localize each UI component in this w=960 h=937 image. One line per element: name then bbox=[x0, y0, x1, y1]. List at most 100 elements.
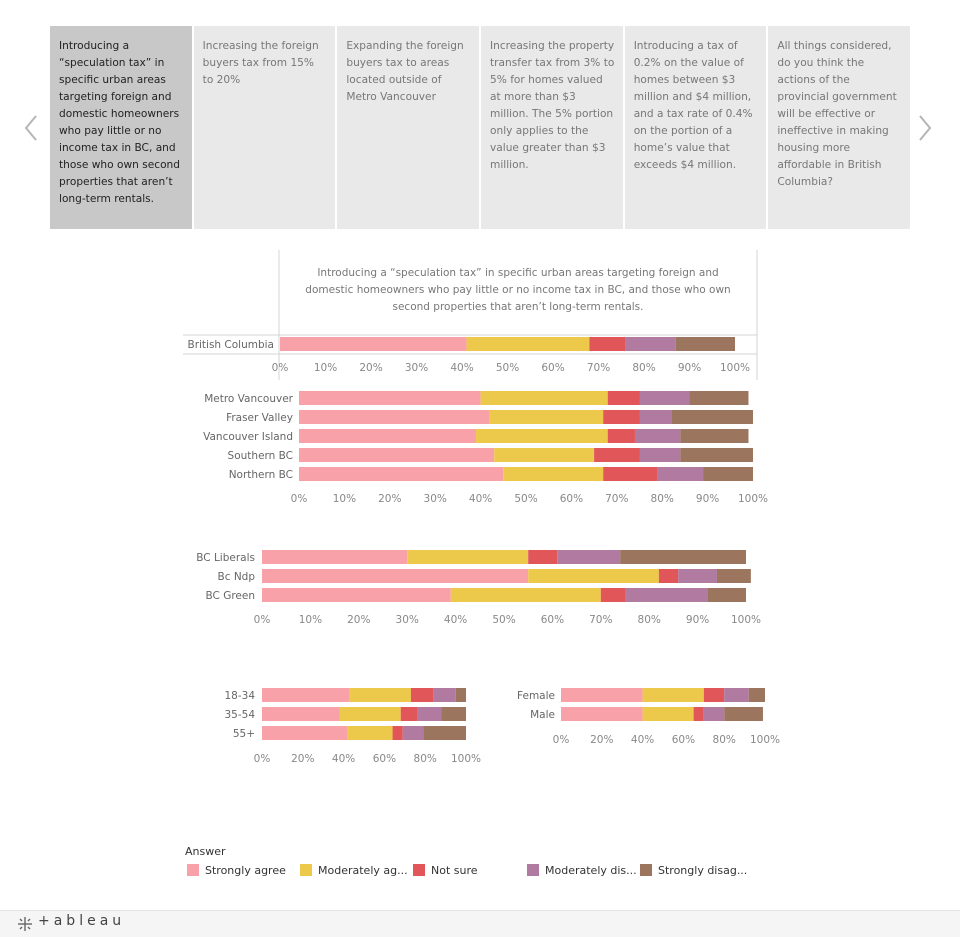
x-tick-label: 0% bbox=[254, 753, 271, 765]
prev-button[interactable] bbox=[22, 112, 42, 144]
bar-british-columbia-strongly-disagree[interactable] bbox=[675, 337, 735, 351]
bar-male-strongly-agree[interactable] bbox=[561, 707, 643, 721]
category-label-bc-ndp: Bc Ndp bbox=[218, 571, 256, 583]
bar-55-moderately-agree[interactable] bbox=[347, 726, 393, 740]
next-button[interactable] bbox=[916, 112, 936, 144]
bar-northern-bc-moderately-disagree[interactable] bbox=[657, 467, 704, 481]
bar-18-34-not-sure[interactable] bbox=[410, 688, 434, 702]
x-tick-label: 50% bbox=[514, 493, 537, 505]
bar-18-34-strongly-disagree[interactable] bbox=[455, 688, 466, 702]
bar-metro-vancouver-strongly-disagree[interactable] bbox=[689, 391, 749, 405]
bar-metro-vancouver-moderately-agree[interactable] bbox=[480, 391, 608, 405]
bar-bc-green-not-sure[interactable] bbox=[600, 588, 625, 602]
bar-northern-bc-strongly-disagree[interactable] bbox=[703, 467, 753, 481]
bar-vancouver-island-strongly-disagree[interactable] bbox=[680, 429, 749, 443]
tab-speculation-tax[interactable]: Introducing a “speculation tax” in speci… bbox=[50, 26, 192, 229]
bar-bc-ndp-moderately-agree[interactable] bbox=[528, 569, 659, 583]
tab-property-transfer-tax[interactable]: Increasing the property transfer tax fro… bbox=[481, 26, 623, 229]
bar-18-34-moderately-disagree[interactable] bbox=[433, 688, 456, 702]
bar-18-34-strongly-agree[interactable] bbox=[262, 688, 350, 702]
question-tabs: Introducing a “speculation tax” in speci… bbox=[50, 26, 911, 229]
bar-southern-bc-moderately-disagree[interactable] bbox=[639, 448, 681, 462]
bar-55-not-sure[interactable] bbox=[392, 726, 403, 740]
bar-male-moderately-agree[interactable] bbox=[642, 707, 694, 721]
x-tick-label: 100% bbox=[720, 362, 750, 374]
bar-vancouver-island-moderately-agree[interactable] bbox=[476, 429, 608, 443]
tableau-logo[interactable]: +ableau bbox=[38, 913, 126, 929]
bar-55-strongly-disagree[interactable] bbox=[423, 726, 466, 740]
bar-southern-bc-strongly-agree[interactable] bbox=[299, 448, 495, 462]
legend-item-not-sure[interactable]: Not sure bbox=[413, 864, 478, 877]
tab-foreign-buyers-expand[interactable]: Expanding the foreign buyers tax to area… bbox=[337, 26, 480, 229]
bar-metro-vancouver-moderately-disagree[interactable] bbox=[639, 391, 690, 405]
bar-southern-bc-moderately-agree[interactable] bbox=[494, 448, 595, 462]
bar-northern-bc-moderately-agree[interactable] bbox=[503, 467, 604, 481]
bar-female-moderately-agree[interactable] bbox=[642, 688, 704, 702]
bar-bc-liberals-not-sure[interactable] bbox=[528, 550, 558, 564]
bar-35-54-strongly-disagree[interactable] bbox=[441, 707, 466, 721]
x-tick-label: 20% bbox=[291, 753, 314, 765]
x-tick-label: 0% bbox=[272, 362, 289, 374]
bar-female-moderately-disagree[interactable] bbox=[724, 688, 749, 702]
x-tick-label: 70% bbox=[605, 493, 628, 505]
bar-fraser-valley-not-sure[interactable] bbox=[603, 410, 640, 424]
x-tick-label: 20% bbox=[378, 493, 401, 505]
bar-northern-bc-not-sure[interactable] bbox=[603, 467, 658, 481]
legend-item-strongly-agree[interactable]: Strongly agree bbox=[187, 864, 286, 877]
bar-male-not-sure[interactable] bbox=[693, 707, 704, 721]
bar-bc-liberals-strongly-disagree[interactable] bbox=[620, 550, 746, 564]
bar-bc-green-moderately-agree[interactable] bbox=[450, 588, 601, 602]
category-label-vancouver-island: Vancouver Island bbox=[203, 431, 293, 443]
bar-55-moderately-disagree[interactable] bbox=[402, 726, 424, 740]
tab-value-tax[interactable]: Introducing a tax of 0.2% on the value o… bbox=[624, 26, 767, 229]
bar-female-not-sure[interactable] bbox=[703, 688, 725, 702]
legend-item-moderately-disagree[interactable]: Moderately dis... bbox=[527, 864, 637, 877]
bar-british-columbia-moderately-disagree[interactable] bbox=[625, 337, 676, 351]
legend-item-moderately-agree[interactable]: Moderately ag... bbox=[300, 864, 408, 877]
bar-metro-vancouver-strongly-agree[interactable] bbox=[299, 391, 481, 405]
tab-effectiveness[interactable]: All things considered, do you think the … bbox=[768, 26, 911, 229]
x-tick-label: 10% bbox=[333, 493, 356, 505]
bar-bc-liberals-strongly-agree[interactable] bbox=[262, 550, 408, 564]
bar-fraser-valley-moderately-agree[interactable] bbox=[489, 410, 604, 424]
bar-male-moderately-disagree[interactable] bbox=[703, 707, 725, 721]
bar-18-34-moderately-agree[interactable] bbox=[349, 688, 411, 702]
bar-vancouver-island-moderately-disagree[interactable] bbox=[634, 429, 681, 443]
bar-35-54-not-sure[interactable] bbox=[400, 707, 418, 721]
bar-35-54-strongly-agree[interactable] bbox=[262, 707, 340, 721]
bar-bc-liberals-moderately-disagree[interactable] bbox=[557, 550, 621, 564]
bar-male-strongly-disagree[interactable] bbox=[724, 707, 763, 721]
bar-35-54-moderately-agree[interactable] bbox=[339, 707, 401, 721]
survey-charts: Introducing a “speculation tax” in speci… bbox=[183, 250, 780, 765]
bar-bc-green-strongly-disagree[interactable] bbox=[707, 588, 746, 602]
bar-vancouver-island-not-sure[interactable] bbox=[607, 429, 635, 443]
bar-southern-bc-strongly-disagree[interactable] bbox=[680, 448, 753, 462]
bar-fraser-valley-strongly-agree[interactable] bbox=[299, 410, 490, 424]
bar-55-strongly-agree[interactable] bbox=[262, 726, 348, 740]
bar-bc-ndp-moderately-disagree[interactable] bbox=[678, 569, 717, 583]
bar-fraser-valley-moderately-disagree[interactable] bbox=[639, 410, 672, 424]
bar-british-columbia-moderately-agree[interactable] bbox=[466, 337, 590, 351]
bar-british-columbia-not-sure[interactable] bbox=[589, 337, 626, 351]
bar-female-strongly-disagree[interactable] bbox=[748, 688, 765, 702]
bar-northern-bc-strongly-agree[interactable] bbox=[299, 467, 504, 481]
x-tick-label: 80% bbox=[414, 753, 437, 765]
bar-bc-liberals-moderately-agree[interactable] bbox=[407, 550, 529, 564]
bar-british-columbia-strongly-agree[interactable] bbox=[280, 337, 467, 351]
x-tick-label: 40% bbox=[332, 753, 355, 765]
bar-35-54-moderately-disagree[interactable] bbox=[417, 707, 442, 721]
legend-item-strongly-disagree[interactable]: Strongly disag... bbox=[640, 864, 747, 877]
bar-bc-ndp-not-sure[interactable] bbox=[658, 569, 679, 583]
bar-southern-bc-not-sure[interactable] bbox=[594, 448, 640, 462]
bar-metro-vancouver-not-sure[interactable] bbox=[607, 391, 640, 405]
bar-bc-green-moderately-disagree[interactable] bbox=[625, 588, 708, 602]
bar-fraser-valley-strongly-disagree[interactable] bbox=[671, 410, 753, 424]
bar-vancouver-island-strongly-agree[interactable] bbox=[299, 429, 477, 443]
bar-bc-ndp-strongly-agree[interactable] bbox=[262, 569, 529, 583]
bar-bc-green-strongly-agree[interactable] bbox=[262, 588, 451, 602]
bar-bc-ndp-strongly-disagree[interactable] bbox=[716, 569, 751, 583]
bar-female-strongly-agree[interactable] bbox=[561, 688, 643, 702]
x-tick-label: 90% bbox=[696, 493, 719, 505]
footer: +ableau bbox=[0, 910, 960, 937]
tab-foreign-buyers-increase[interactable]: Increasing the foreign buyers tax from 1… bbox=[193, 26, 336, 229]
